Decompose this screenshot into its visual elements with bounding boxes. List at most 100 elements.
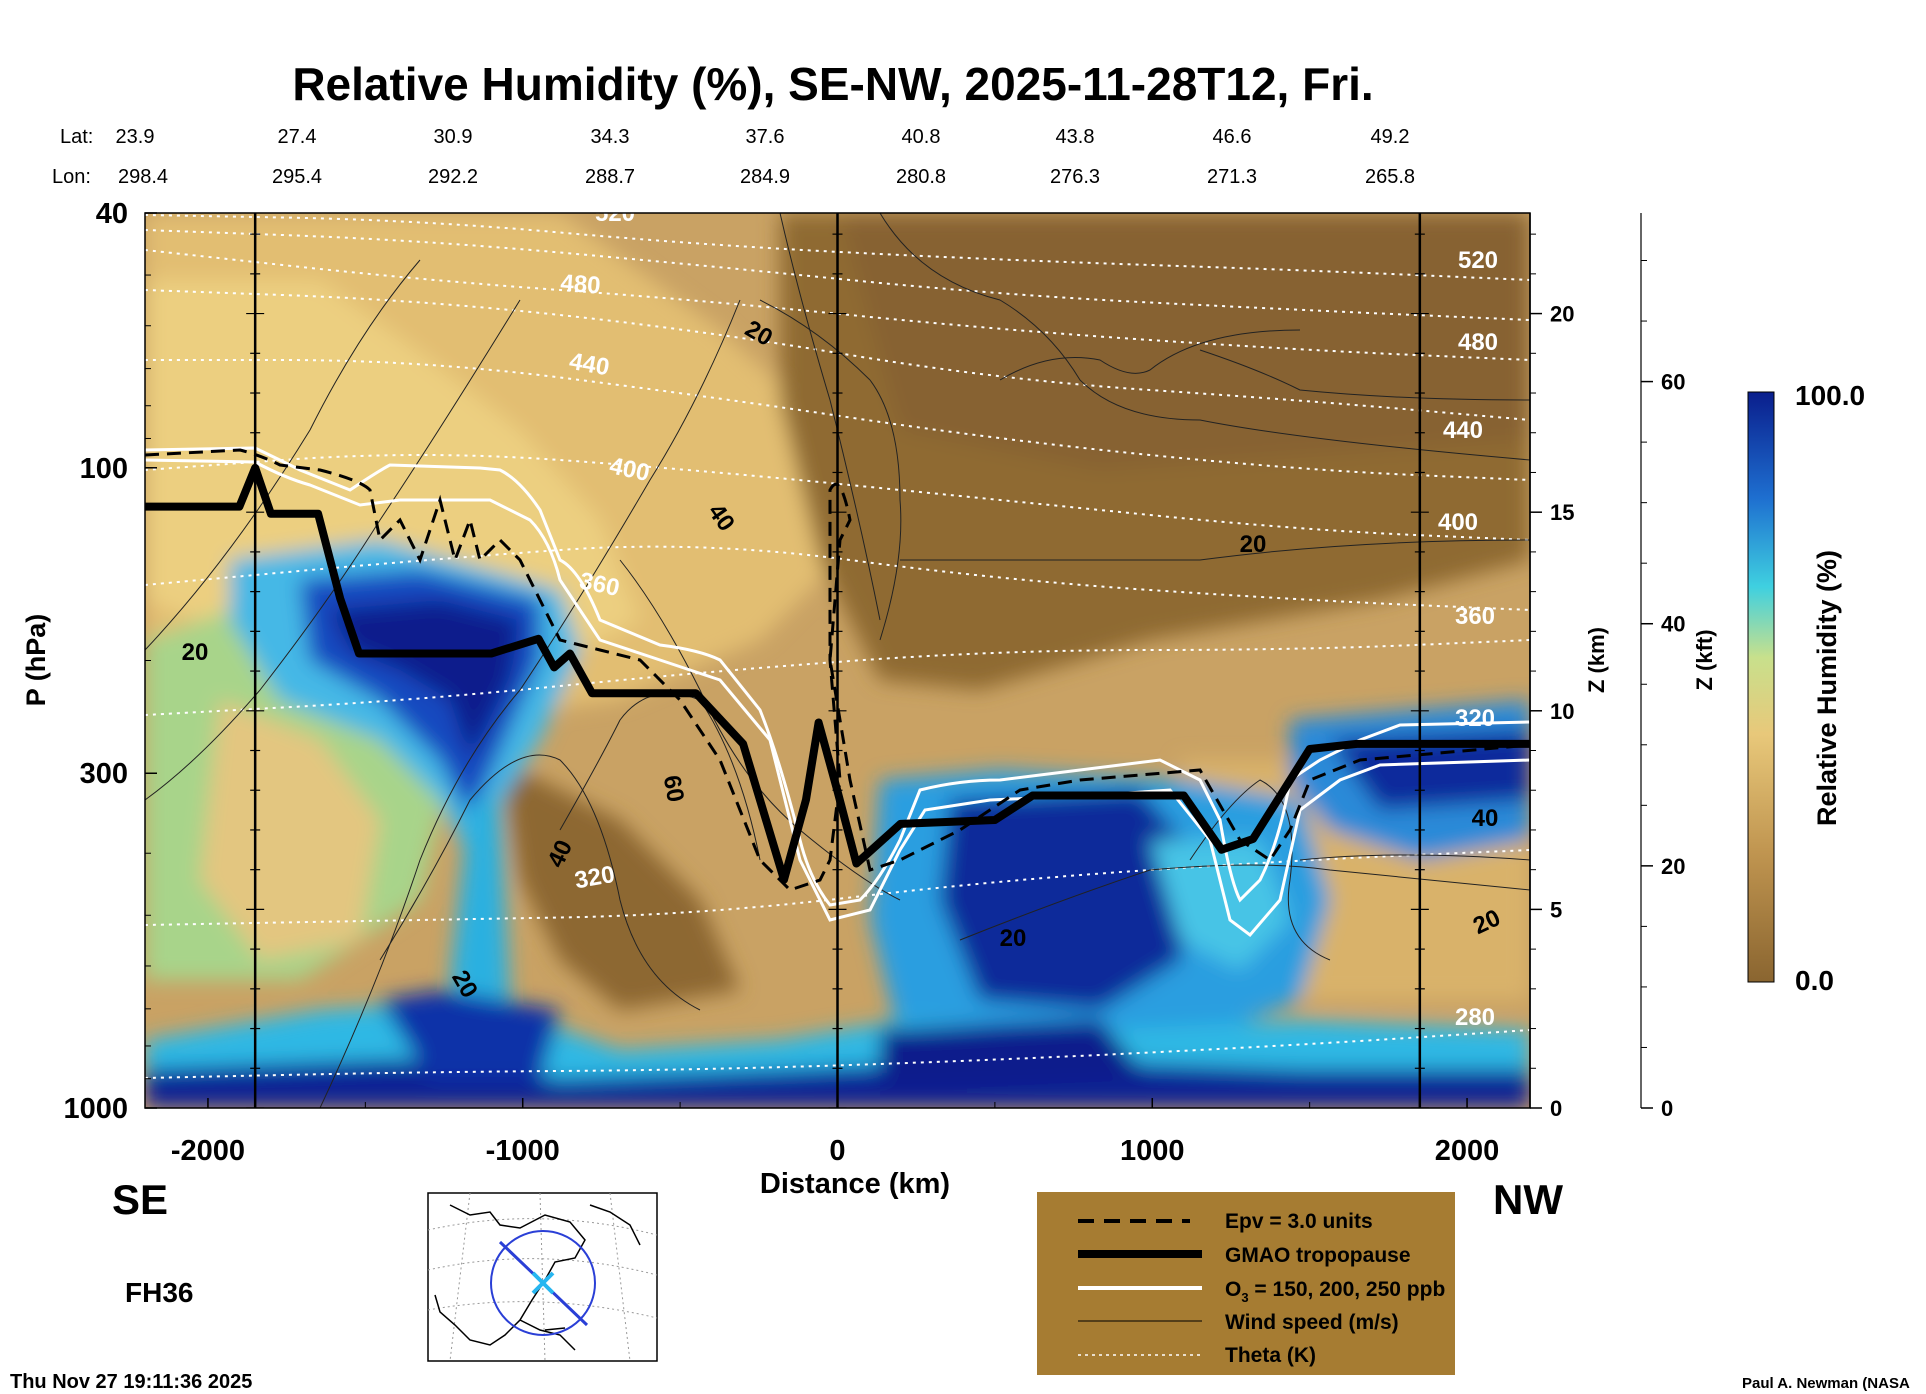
theta-contour xyxy=(145,214,1530,281)
theta-contour xyxy=(145,249,1530,361)
x-tick-label: 0 xyxy=(829,1135,845,1167)
lon-value: 276.3 xyxy=(1050,166,1100,188)
z-km-tick-label: 0 xyxy=(1550,1096,1562,1121)
lat-value: 43.8 xyxy=(1056,126,1095,148)
forecast-hour-label: FH36 xyxy=(125,1277,193,1308)
lon-value: 298.4 xyxy=(118,166,168,188)
wind-speed-contours xyxy=(145,213,1530,1108)
chart-title: Relative Humidity (%), SE-NW, 2025-11-28… xyxy=(292,58,1373,110)
z-kft-axis: 0 20 40 60 xyxy=(1640,213,1685,1121)
wind-contour xyxy=(379,754,701,1011)
x-axis-label: Distance (km) xyxy=(760,1168,950,1200)
wind-contour-label: 20 xyxy=(182,639,209,666)
wind-contour-label: 20 xyxy=(1240,531,1267,558)
lon-value: 288.7 xyxy=(585,166,635,188)
y-tick-label: 300 xyxy=(80,758,128,790)
x-axis: -2000 -1000 0 1000 2000 xyxy=(171,1098,1499,1167)
inset-map xyxy=(427,1192,658,1362)
lat-value: 27.4 xyxy=(278,126,317,148)
wind-contour xyxy=(879,213,1530,461)
z-km-tick-label: 5 xyxy=(1550,897,1562,922)
map-center-marker xyxy=(531,1271,555,1295)
timestamp-label: Thu Nov 27 19:11:36 2025 xyxy=(10,1371,252,1393)
tropopause-line xyxy=(145,463,1530,884)
lon-value: 292.2 xyxy=(428,166,478,188)
lat-value: 34.3 xyxy=(591,126,630,148)
lat-value: 46.6 xyxy=(1213,126,1252,148)
y-tick-label: 40 xyxy=(96,198,128,230)
theta-contour xyxy=(145,358,1530,481)
lon-value: 295.4 xyxy=(272,166,322,188)
colorbar xyxy=(1747,391,1775,983)
z-km-tick-label: 10 xyxy=(1550,699,1574,724)
theta-contour xyxy=(145,229,1530,321)
theta-contour-label: 280 xyxy=(1455,1004,1495,1031)
se-label: SE xyxy=(112,1176,168,1223)
lat-value: 37.6 xyxy=(746,126,785,148)
legend-wind: Wind speed (m/s) xyxy=(1225,1311,1399,1334)
epv-contour xyxy=(145,448,1530,892)
legend: Epv = 3.0 units GMAO tropopause O3 = 150… xyxy=(1037,1192,1455,1375)
y-axis: 40 100 300 1000 xyxy=(63,198,157,1125)
wind-contour xyxy=(959,864,1530,941)
ozone-contour xyxy=(145,446,1530,907)
colorbar-max-label: 100.0 xyxy=(1795,380,1865,411)
lat-value: 49.2 xyxy=(1371,126,1410,148)
wind-contour xyxy=(145,259,421,651)
z-kft-label: Z (kft) xyxy=(1692,629,1717,690)
theta-contour xyxy=(145,849,1530,926)
legend-theta: Theta (K) xyxy=(1225,1344,1316,1367)
legend-epv: Epv = 3.0 units xyxy=(1225,1210,1373,1233)
wind-contour xyxy=(619,559,901,901)
wind-contour xyxy=(999,329,1301,381)
wind-contour-label: 60 xyxy=(658,773,689,804)
z-km-label: Z (km) xyxy=(1584,627,1609,693)
ozone-contour xyxy=(145,458,1530,938)
lat-value: 40.8 xyxy=(902,126,941,148)
z-kft-tick-label: 40 xyxy=(1661,612,1685,637)
epv-contour-line xyxy=(145,448,1530,892)
x-tick-label: -1000 xyxy=(486,1135,560,1167)
lat-value: 23.9 xyxy=(116,126,155,148)
z-kft-tick-label: 20 xyxy=(1661,854,1685,879)
theta-contour-label: 440 xyxy=(1443,417,1483,444)
author-label: Paul A. Newman (NASA xyxy=(1742,1375,1910,1392)
legend-ozone: O3 = 150, 200, 250 ppb xyxy=(1225,1278,1445,1305)
map-range-circle xyxy=(490,1230,596,1336)
y-tick-label: 100 xyxy=(80,453,128,485)
theta-contour-label: 520 xyxy=(1458,247,1498,274)
wind-contour xyxy=(779,213,881,621)
x-tick-label: -2000 xyxy=(171,1135,245,1167)
theta-contour-label: 480 xyxy=(1458,329,1498,356)
colorbar-title: Relative Humidity (%) xyxy=(1812,550,1842,826)
legend-tropopause: GMAO tropopause xyxy=(1225,1244,1411,1267)
wind-contour xyxy=(759,299,902,641)
z-kft-tick-label: 0 xyxy=(1661,1096,1673,1121)
y-tick-label: 1000 xyxy=(63,1093,128,1125)
lon-value: 271.3 xyxy=(1207,166,1257,188)
wind-contour xyxy=(145,299,521,801)
wind-contour xyxy=(900,539,1530,561)
theta-contour xyxy=(145,1029,1530,1079)
y-axis-label: P (hPa) xyxy=(21,614,51,707)
theta-contour xyxy=(145,289,1530,421)
theta-contour xyxy=(145,639,1530,716)
lon-value: 265.8 xyxy=(1365,166,1415,188)
theta-contour xyxy=(145,545,1530,611)
tropopause-path xyxy=(145,463,1530,884)
wind-contour xyxy=(1189,779,1331,961)
wind-contour xyxy=(319,299,741,1108)
nw-label: NW xyxy=(1493,1176,1563,1223)
z-km-tick-label: 15 xyxy=(1550,500,1574,525)
wind-contour-label: 20 xyxy=(1000,925,1027,952)
lon-value: 280.8 xyxy=(896,166,946,188)
map-coastline xyxy=(434,1204,641,1351)
x-tick-label: 2000 xyxy=(1435,1135,1500,1167)
theta-contour-label: 360 xyxy=(1455,603,1495,630)
lon-row-label: Lon: xyxy=(52,166,91,188)
z-km-axis: 0 5 10 15 20 xyxy=(1529,213,1574,1121)
x-tick-label: 1000 xyxy=(1120,1135,1185,1167)
theta-contour xyxy=(145,454,1530,541)
z-kft-tick-label: 60 xyxy=(1661,370,1685,395)
lat-lon-labels: 23.9 27.4 30.9 34.3 37.6 40.8 43.8 46.6 49.2 298.… xyxy=(116,126,1416,188)
